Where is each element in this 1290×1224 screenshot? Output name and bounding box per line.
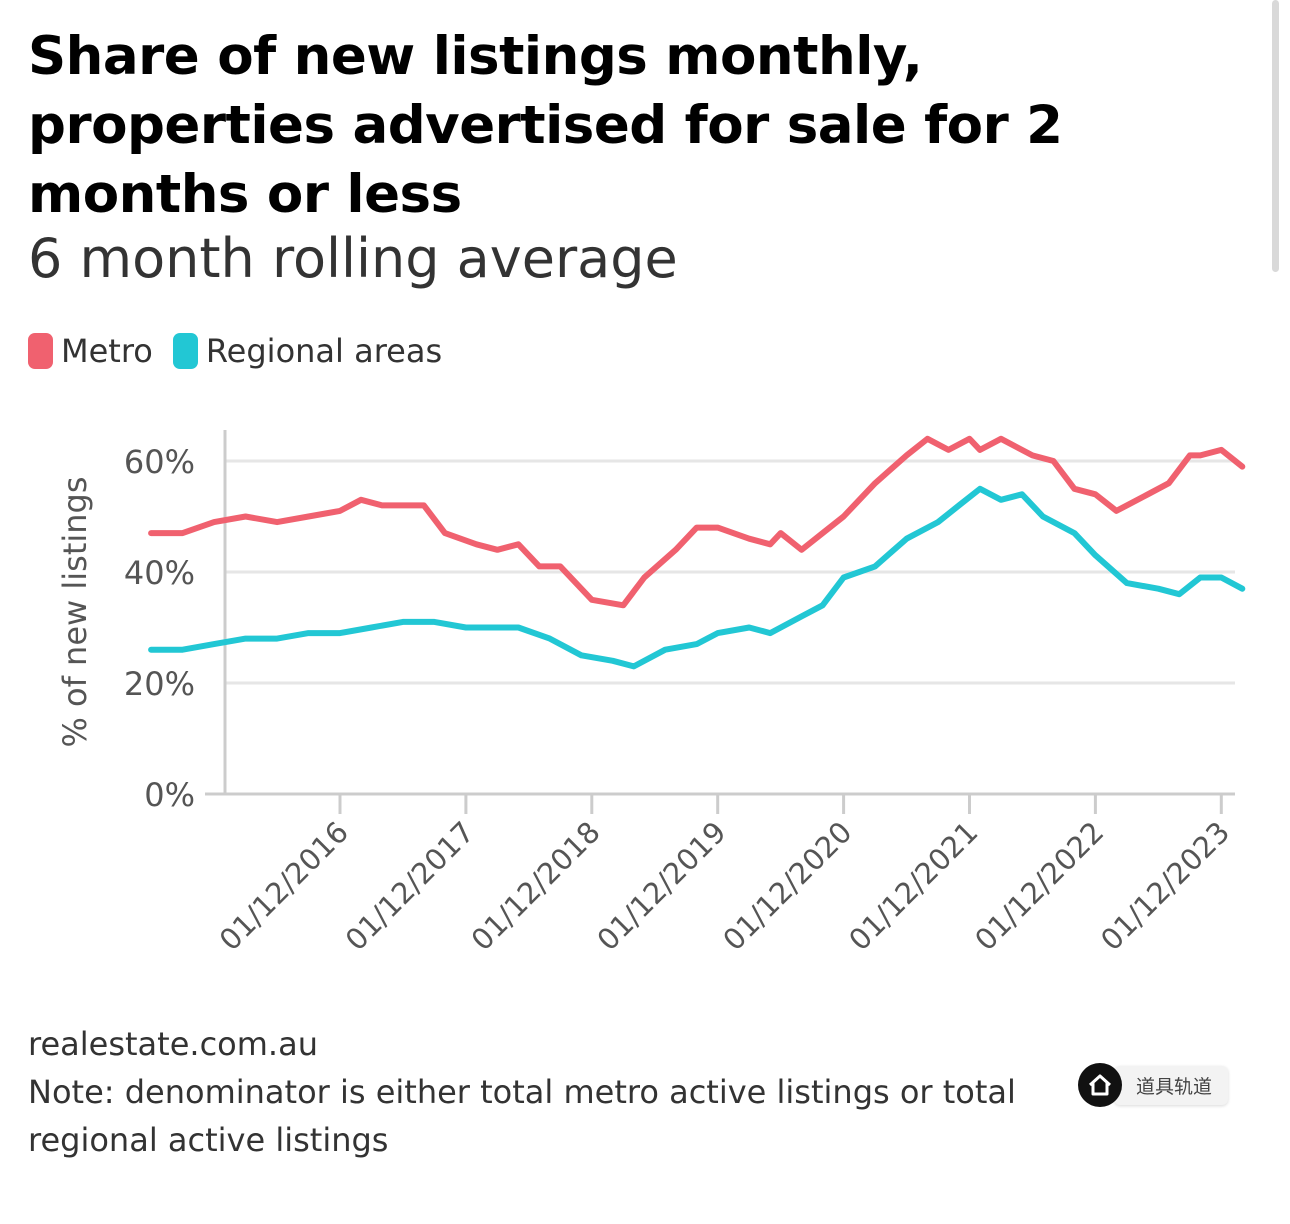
legend-swatch-metro bbox=[28, 333, 53, 369]
x-tick-label: 01/12/2022 bbox=[968, 815, 1110, 957]
home-icon[interactable] bbox=[1078, 1063, 1122, 1107]
x-tick-label: 01/12/2018 bbox=[465, 815, 607, 957]
x-tick-label: 01/12/2016 bbox=[213, 815, 355, 957]
x-tick-label: 01/12/2019 bbox=[590, 815, 732, 957]
watermark[interactable]: 道具轨道 bbox=[1078, 1063, 1229, 1107]
legend-swatch-regional bbox=[172, 333, 198, 369]
y-tick-label: 0% bbox=[144, 776, 195, 814]
note-text: Note: denominator is either total metro … bbox=[28, 1073, 1016, 1159]
x-tick-labels: 01/12/201601/12/201701/12/201801/12/2019… bbox=[213, 815, 1237, 957]
series-line-regional-areas bbox=[148, 485, 1246, 670]
axes bbox=[205, 430, 1235, 814]
legend: Metro Regional areas bbox=[28, 332, 462, 370]
scrollbar[interactable] bbox=[1272, 0, 1279, 272]
watermark-label: 道具轨道 bbox=[1114, 1065, 1229, 1105]
series-line-metro bbox=[148, 435, 1246, 609]
gridlines bbox=[225, 459, 1235, 685]
y-tick-label: 40% bbox=[124, 554, 195, 592]
y-tick-label: 20% bbox=[124, 665, 195, 703]
legend-label-regional: Regional areas bbox=[205, 332, 443, 370]
x-tick-label: 01/12/2020 bbox=[716, 815, 858, 957]
y-axis-label: % of new listings bbox=[56, 476, 94, 747]
chart-subtitle: 6 month rolling average bbox=[28, 227, 678, 290]
series-lines bbox=[148, 435, 1246, 670]
chart-title: Share of new listings monthly, propertie… bbox=[28, 26, 1063, 225]
source-text: realestate.com.au bbox=[28, 1025, 318, 1063]
line-chart: % of new listings 0% 20% 40% 60% 01/12/2016… bbox=[56, 430, 1246, 957]
x-tick-label: 01/12/2017 bbox=[339, 815, 481, 957]
legend-item-metro[interactable]: Metro bbox=[28, 332, 153, 370]
legend-label-metro: Metro bbox=[61, 332, 153, 370]
x-tick-label: 01/12/2021 bbox=[842, 815, 984, 957]
legend-item-regional[interactable]: Regional areas bbox=[172, 332, 443, 370]
x-tick-label: 01/12/2023 bbox=[1094, 815, 1236, 957]
footer: realestate.com.au Note: denominator is e… bbox=[28, 1020, 1068, 1164]
y-tick-labels: 0% 20% 40% 60% bbox=[124, 443, 195, 814]
y-tick-label: 60% bbox=[124, 443, 195, 481]
